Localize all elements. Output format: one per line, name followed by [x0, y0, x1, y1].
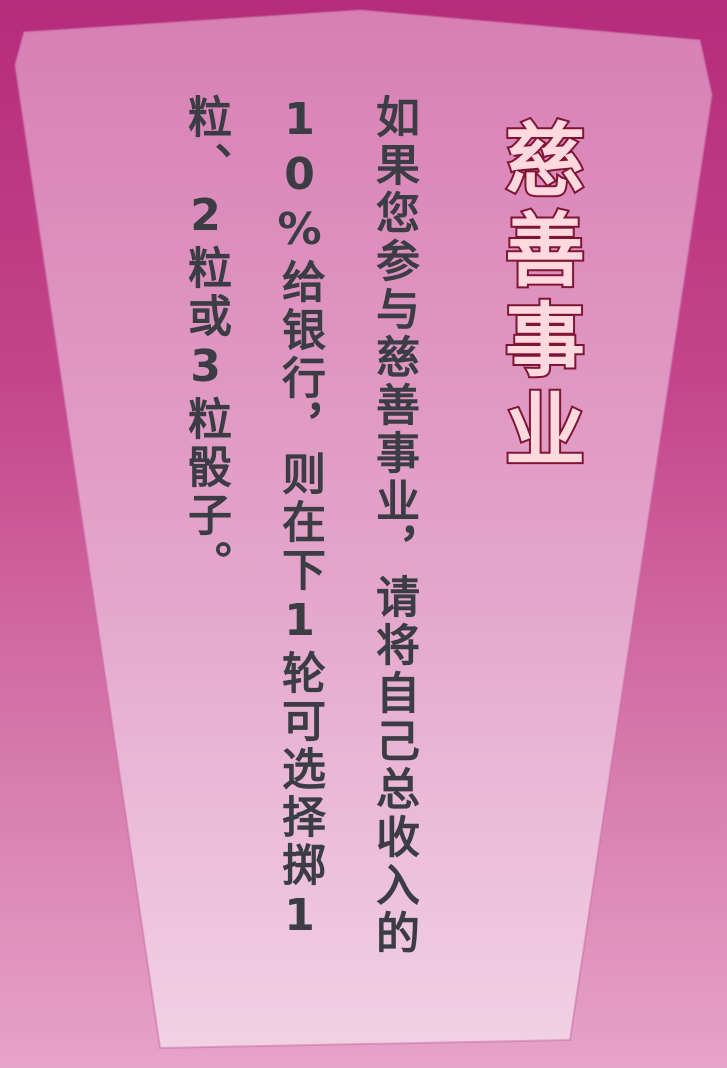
card-shape [13, 8, 714, 1050]
card-description: 如果您参与慈善事业，请将自己总收入的10%给银行，则在下1轮可选择掷1粒、2粒或… [180, 94, 419, 958]
card-title: 慈善事业 [490, 116, 587, 480]
